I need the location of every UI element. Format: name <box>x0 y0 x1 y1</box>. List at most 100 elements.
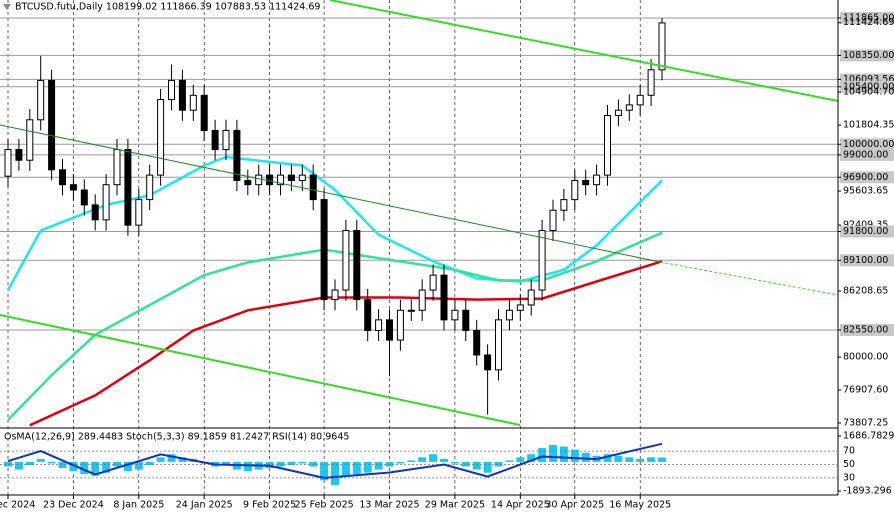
tick-label-box <box>840 138 894 151</box>
osma-bar <box>450 461 459 464</box>
tick-label-box <box>840 49 894 62</box>
osma-bar <box>156 457 165 462</box>
osma-bar <box>243 461 252 472</box>
trend-line <box>0 314 521 426</box>
y-tick-label: 70 <box>843 446 855 457</box>
osma-bar <box>418 457 427 462</box>
y-tick-label: 108350.00 <box>843 50 894 61</box>
candle-body <box>527 289 535 306</box>
x-tick-label: 23 Dec 2024 <box>43 500 104 511</box>
candle-body <box>124 149 132 226</box>
x-tick-label: 13 Mar 2025 <box>359 500 419 511</box>
tick-label-box <box>840 225 894 238</box>
moving-average <box>6 155 663 291</box>
candle-body <box>418 289 426 311</box>
indicator-title: OsMA(12,26,9) 289.4483 Stoch(5,3,3) 89.1… <box>4 432 349 443</box>
candle-body <box>331 289 339 301</box>
y-tick-label: 50 <box>843 459 855 470</box>
tick-label-box <box>840 80 894 93</box>
osma-bar <box>25 461 34 465</box>
y-tick-label: 104904.70 <box>843 87 894 98</box>
osma-bar <box>625 457 634 462</box>
y-tick-label: 101804.35 <box>843 120 894 131</box>
x-tick-label: 9 Feb 2025 <box>243 500 296 511</box>
y-tick-label: 99000.00 <box>843 149 888 160</box>
candle-body <box>516 304 524 311</box>
x-tick-label: 24 Jan 2025 <box>176 500 233 511</box>
osma-bar <box>472 461 481 470</box>
candle-body <box>538 229 546 291</box>
osma-bar <box>320 461 329 481</box>
y-tick-label: 105400.00 <box>843 81 894 92</box>
osma-bar <box>36 458 45 462</box>
osma-bar <box>58 461 67 469</box>
osma-bar <box>440 458 448 462</box>
candle-body <box>658 22 666 71</box>
candle-body <box>484 354 492 371</box>
candle-body <box>636 94 644 106</box>
trend-line <box>329 0 839 102</box>
candle-body <box>69 184 77 191</box>
osma-bar <box>287 461 296 465</box>
osma-bar <box>363 461 372 473</box>
header-icon <box>3 4 11 10</box>
rsi-line <box>7 442 663 479</box>
candle-body <box>560 199 568 211</box>
y-tick-label: 100000.00 <box>843 139 894 150</box>
plot-area <box>0 0 838 495</box>
candle-body <box>255 174 263 186</box>
y-tick-label: -1893.296 <box>843 486 892 497</box>
y-tick-label: 30 <box>843 472 855 483</box>
candle-body <box>440 274 448 321</box>
osma-bar <box>570 449 579 462</box>
candle-body <box>59 169 66 186</box>
osma-bar <box>14 461 23 470</box>
osma-bar <box>298 461 307 464</box>
candle-body <box>593 174 601 186</box>
osma-bar <box>429 454 438 462</box>
candle-body <box>582 179 590 186</box>
osma-bar <box>603 454 612 462</box>
y-tick-label: 76907.60 <box>843 385 888 396</box>
candle-body <box>26 119 34 161</box>
osma-bar <box>123 461 132 472</box>
candle-body <box>146 174 154 201</box>
candle-body <box>189 94 197 111</box>
candle-body <box>396 309 404 341</box>
candle-body <box>549 209 557 231</box>
candle-body <box>495 319 502 371</box>
candle-body <box>353 229 361 301</box>
tick-label-box <box>840 254 894 267</box>
candle-body <box>386 319 393 341</box>
y-tick-label: 82550.00 <box>843 324 888 335</box>
osma-bar <box>167 454 176 462</box>
candle-body <box>342 229 350 291</box>
candle-body <box>287 174 295 181</box>
candle-body <box>266 174 274 186</box>
trend-line <box>0 124 661 263</box>
osma-bar <box>407 460 416 462</box>
candle-body <box>37 79 45 121</box>
y-tick-label: 91800.00 <box>843 226 888 237</box>
candle-body <box>604 115 611 176</box>
osma-bar <box>614 455 623 462</box>
x-tick-label: 14 Apr 2025 <box>491 500 550 511</box>
x-tick-label: 8 Jan 2025 <box>113 500 164 511</box>
osma-bar <box>352 461 361 475</box>
candle-body <box>211 129 219 151</box>
y-tick-label: 95603.65 <box>843 186 888 197</box>
osma-bar <box>559 446 568 462</box>
candle-body <box>277 174 284 186</box>
y-tick-label: 80000.00 <box>843 352 888 363</box>
tick-label-box <box>840 11 894 24</box>
osma-bar <box>47 461 56 464</box>
osma-bar <box>658 457 666 462</box>
x-tick-label: 29 Mar 2025 <box>425 500 485 511</box>
candle-body <box>80 189 88 206</box>
osma-bar <box>636 458 645 462</box>
osma-bar <box>134 461 143 470</box>
candle-body <box>4 149 12 177</box>
osma-bar <box>647 457 656 462</box>
y-tick-label: 92409.35 <box>843 220 888 231</box>
